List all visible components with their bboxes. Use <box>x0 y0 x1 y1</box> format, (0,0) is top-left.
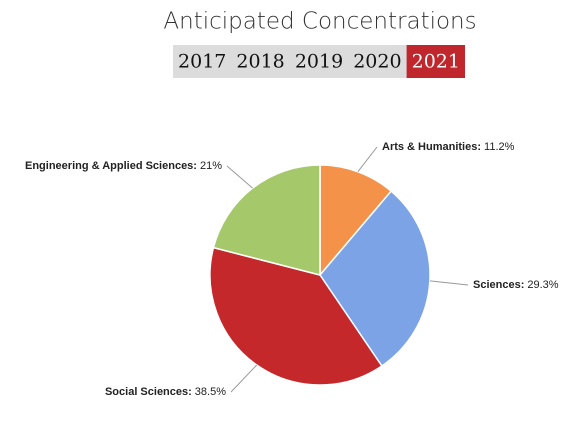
value-label: 11.2% <box>484 141 515 153</box>
value-label: 21% <box>200 160 222 172</box>
leader-line <box>357 146 378 173</box>
year-tabs: 2017 2018 2019 2020 2021 <box>173 45 465 78</box>
year-tab[interactable]: 2020 <box>353 51 401 73</box>
category-label: Arts & Humanities: <box>382 141 481 153</box>
leader-line <box>230 364 258 393</box>
data-label: Social Sciences: 38.5% <box>105 386 226 398</box>
data-label: Sciences: 29.3% <box>473 279 559 291</box>
category-label: Social Sciences: <box>105 386 192 398</box>
category-label: Sciences: <box>473 279 524 291</box>
data-label: Arts & Humanities: 11.2% <box>382 141 515 153</box>
tab-active-bg <box>406 45 465 78</box>
year-tab[interactable]: 2019 <box>295 51 343 73</box>
category-label: Engineering & Applied Sciences: <box>25 160 197 172</box>
pie-slice <box>212 164 321 276</box>
year-tab[interactable]: 2017 <box>178 51 226 73</box>
year-tab[interactable]: 2018 <box>236 51 284 73</box>
data-label: Engineering & Applied Sciences: 21% <box>25 160 222 172</box>
leader-line <box>226 165 253 189</box>
year-tab[interactable]: 2021 <box>412 51 460 73</box>
chart-title: Anticipated Concentrations <box>163 9 476 35</box>
pie-slice <box>209 246 383 386</box>
value-label: 29.3% <box>527 279 558 291</box>
pie: Arts & Humanities: 11.2% Sciences: 29.3% Soc… <box>25 141 559 398</box>
leader-line <box>429 280 469 286</box>
value-label: 38.5% <box>195 386 226 398</box>
pie-slice <box>319 164 393 278</box>
